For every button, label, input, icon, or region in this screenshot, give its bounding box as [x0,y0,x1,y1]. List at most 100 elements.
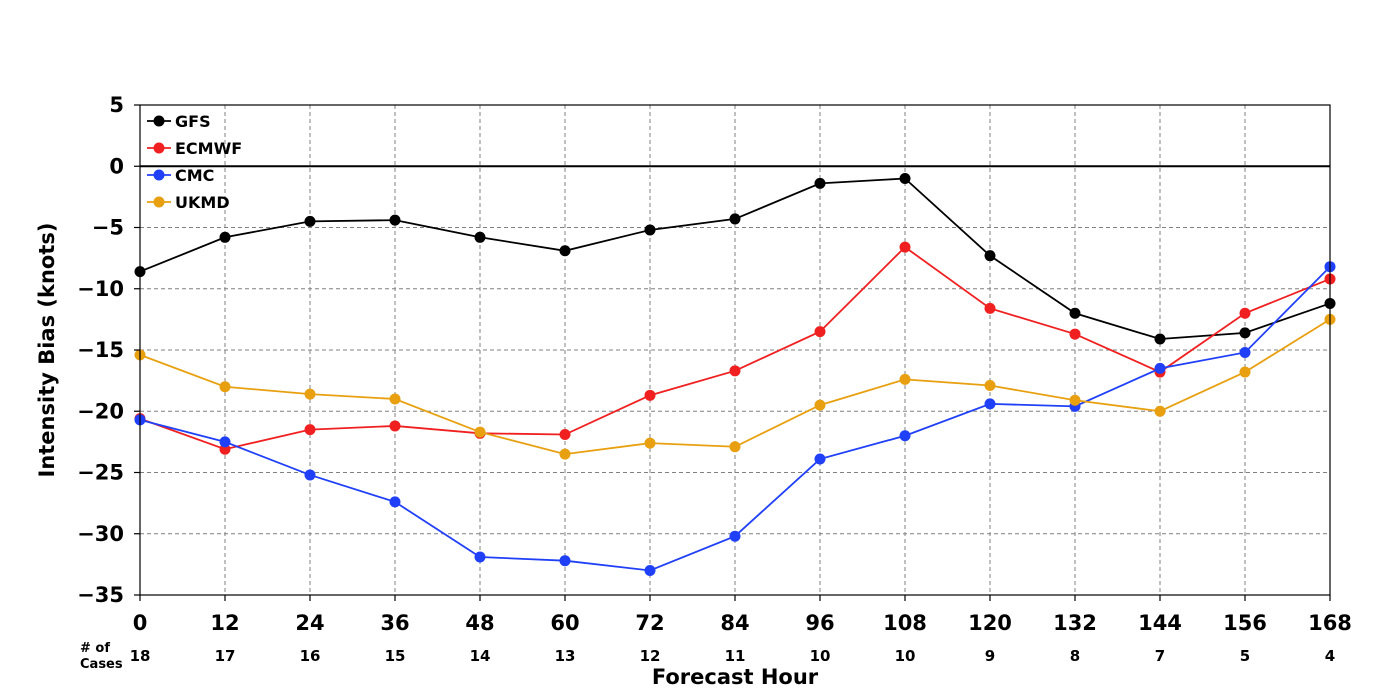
cases-count: 18 [130,647,151,665]
data-point-ukmd [474,426,486,438]
data-point-ukmd [984,380,996,392]
data-point-cmc [219,436,231,448]
x-tick-label: 108 [883,611,927,635]
data-point-ecmwf [304,424,316,436]
cases-count: 7 [1155,647,1165,665]
data-point-cmc [1154,362,1166,374]
y-tick-label: −25 [77,461,124,485]
grid [140,105,1330,595]
x-tick-label: 156 [1223,611,1267,635]
x-tick-label: 0 [133,611,148,635]
legend-swatch-marker [153,115,165,127]
data-point-cmc [474,551,486,563]
y-tick-label: −15 [77,338,124,362]
cases-count: 9 [985,647,995,665]
data-point-ecmwf [729,365,741,377]
data-point-gfs [389,214,401,226]
data-point-ukmd [899,373,911,385]
data-point-gfs [219,231,231,243]
cases-count: 4 [1325,647,1335,665]
data-point-gfs [559,245,571,257]
legend-item-ecmwf: ECMWF [147,139,242,158]
cases-title: # of Cases [80,641,123,672]
cases-count: 10 [895,647,916,665]
series-layer [134,173,1336,576]
data-point-gfs [1239,327,1251,339]
data-point-ukmd [304,388,316,400]
cases-count: 11 [725,647,746,665]
data-point-cmc [559,555,571,567]
data-point-gfs [729,213,741,225]
y-tick-label: −5 [92,216,124,240]
cases-count: 8 [1070,647,1080,665]
cases-count: 15 [385,647,406,665]
data-point-gfs [304,215,316,227]
data-point-ecmwf [1239,307,1251,319]
data-point-ukmd [644,437,656,449]
data-point-cmc [389,496,401,508]
series-cmc [134,261,1336,576]
series-line-ecmwf [139,245,1331,451]
cases-count: 16 [300,647,321,665]
data-point-ecmwf [1069,328,1081,340]
data-point-cmc [1239,346,1251,358]
cases-count: 14 [470,647,491,665]
data-point-cmc [729,530,741,542]
x-tick-label: 24 [295,611,324,635]
data-point-gfs [814,177,826,189]
data-point-ukmd [814,399,826,411]
legend-label: ECMWF [175,139,242,158]
legend-label: GFS [175,112,211,131]
data-point-cmc [814,453,826,465]
legend-item-cmc: CMC [147,166,214,185]
x-tick-label: 132 [1053,611,1097,635]
cases-row: # of Cases 18 17 16 15 14 13 12 11 10 10 9 8 7 5 4 [80,641,1335,672]
data-point-ukmd [1239,366,1251,378]
data-point-ukmd [559,448,571,460]
series-line-cmc [139,266,1331,572]
x-axis-title: Forecast Hour [652,665,819,689]
x-tick-label: 36 [380,611,409,635]
y-tick-label: −35 [77,583,124,607]
y-axis-title: Intensity Bias (knots) [35,223,59,478]
data-point-ecmwf [984,302,996,314]
cases-count: 5 [1240,647,1250,665]
y-tick-label: −20 [77,399,124,423]
data-point-ecmwf [389,420,401,432]
legend-item-gfs: GFS [147,112,211,131]
x-tick-label: 72 [635,611,664,635]
data-point-gfs [644,224,656,236]
data-point-gfs [984,250,996,262]
cases-count: 13 [555,647,576,665]
legend-label: UKMD [175,193,230,212]
y-tick-label: −30 [77,522,124,546]
data-point-ukmd [389,393,401,405]
y-tick-label: 0 [109,154,124,178]
legend-label: CMC [175,166,214,185]
data-point-cmc [984,398,996,410]
x-tick-label: 48 [465,611,494,635]
cases-count: 10 [810,647,831,665]
legend-swatch-marker [153,142,165,154]
series-ukmd [134,313,1336,460]
x-tick-label: 84 [720,611,749,635]
y-tick-label: −10 [77,277,124,301]
series-line-gfs [139,177,1331,340]
data-point-gfs [899,173,911,184]
cases-count: 17 [215,647,236,665]
data-point-ecmwf [899,241,911,253]
ticks: 0 12 24 36 48 60 72 84 96 108 120 132 144 156 168 5 0 −5 −… [77,93,1352,635]
data-point-cmc [304,469,316,481]
data-point-ukmd [1069,394,1081,406]
data-point-cmc [899,430,911,442]
data-point-ecmwf [559,429,571,441]
legend-item-ukmd: UKMD [147,193,230,212]
data-point-gfs [1154,333,1166,345]
data-point-ecmwf [814,326,826,338]
x-tick-label: 144 [1138,611,1182,635]
data-point-ukmd [729,441,741,453]
data-point-gfs [1069,307,1081,319]
series-gfs [134,173,1336,345]
legend: GFS ECMWF CMC UKMD [147,112,242,212]
